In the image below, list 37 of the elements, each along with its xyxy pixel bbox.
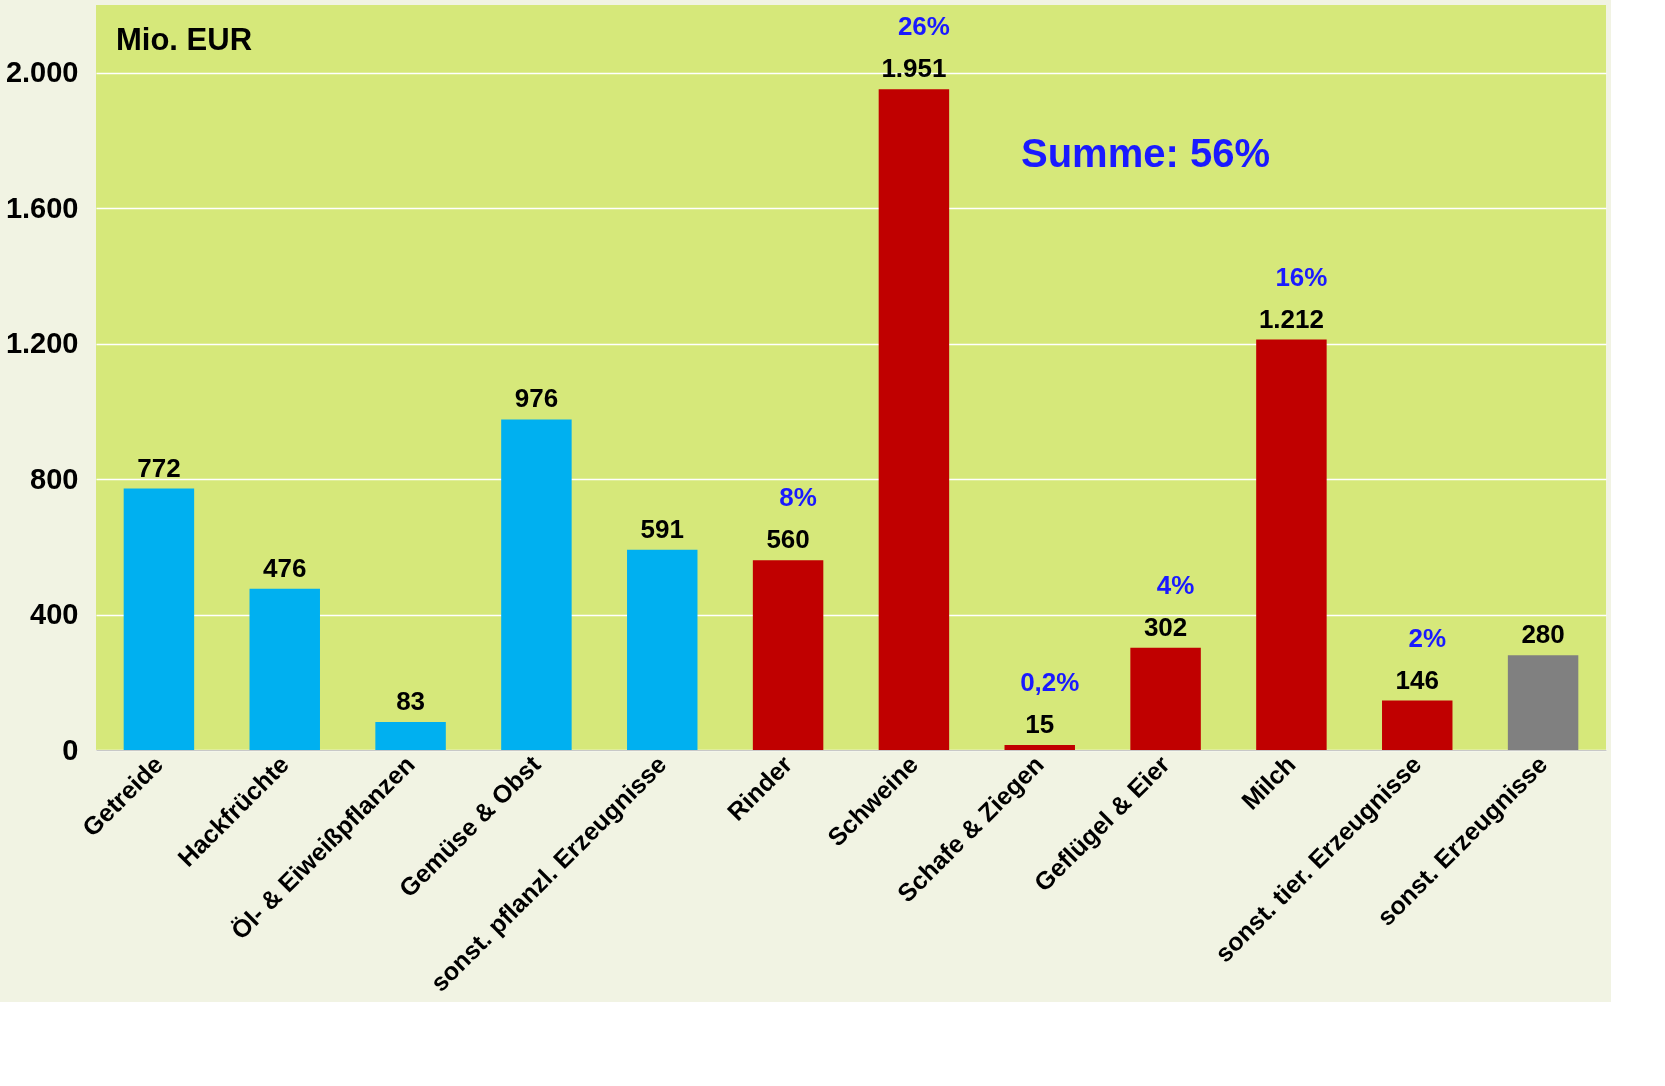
y-axis-title: Mio. EUR: [116, 22, 253, 57]
annotation: 0,2%: [1020, 666, 1080, 697]
data-label: 591: [640, 513, 684, 544]
annotation: 8%: [779, 482, 817, 513]
data-label: 772: [137, 452, 181, 483]
annotation: 16%: [1275, 261, 1328, 292]
bar: [375, 721, 446, 750]
data-label: 302: [1143, 611, 1188, 642]
bar: [627, 549, 698, 750]
y-tick-label: 1.600: [5, 191, 79, 224]
data-label: 280: [1521, 619, 1565, 650]
bar: [878, 89, 950, 750]
data-label: 476: [263, 552, 307, 583]
bar: [1130, 647, 1201, 750]
bar: [1382, 700, 1453, 750]
bar: [123, 488, 195, 750]
y-tick-label: 2.000: [5, 56, 79, 89]
y-tick-label: 800: [30, 462, 79, 495]
bar: [1004, 744, 1075, 750]
y-tick-label: 0: [62, 733, 79, 766]
y-tick-label: 1.200: [5, 327, 79, 360]
data-label: 15: [1025, 708, 1055, 739]
data-label: 83: [396, 685, 426, 716]
bar: [1507, 655, 1579, 750]
data-label: 146: [1395, 664, 1439, 695]
bar: [1256, 339, 1327, 750]
data-label: 1.212: [1258, 303, 1324, 334]
annotation: 2%: [1408, 622, 1447, 653]
annotation: 26%: [897, 11, 950, 42]
bar: [752, 560, 824, 750]
annotation: 4%: [1156, 569, 1195, 600]
bar: [501, 419, 572, 750]
data-label: 976: [514, 383, 559, 414]
y-tick-label: 400: [30, 598, 79, 631]
annotation: Summe: 56%: [1020, 131, 1270, 175]
bar: [249, 588, 320, 750]
data-label: 560: [766, 524, 810, 555]
